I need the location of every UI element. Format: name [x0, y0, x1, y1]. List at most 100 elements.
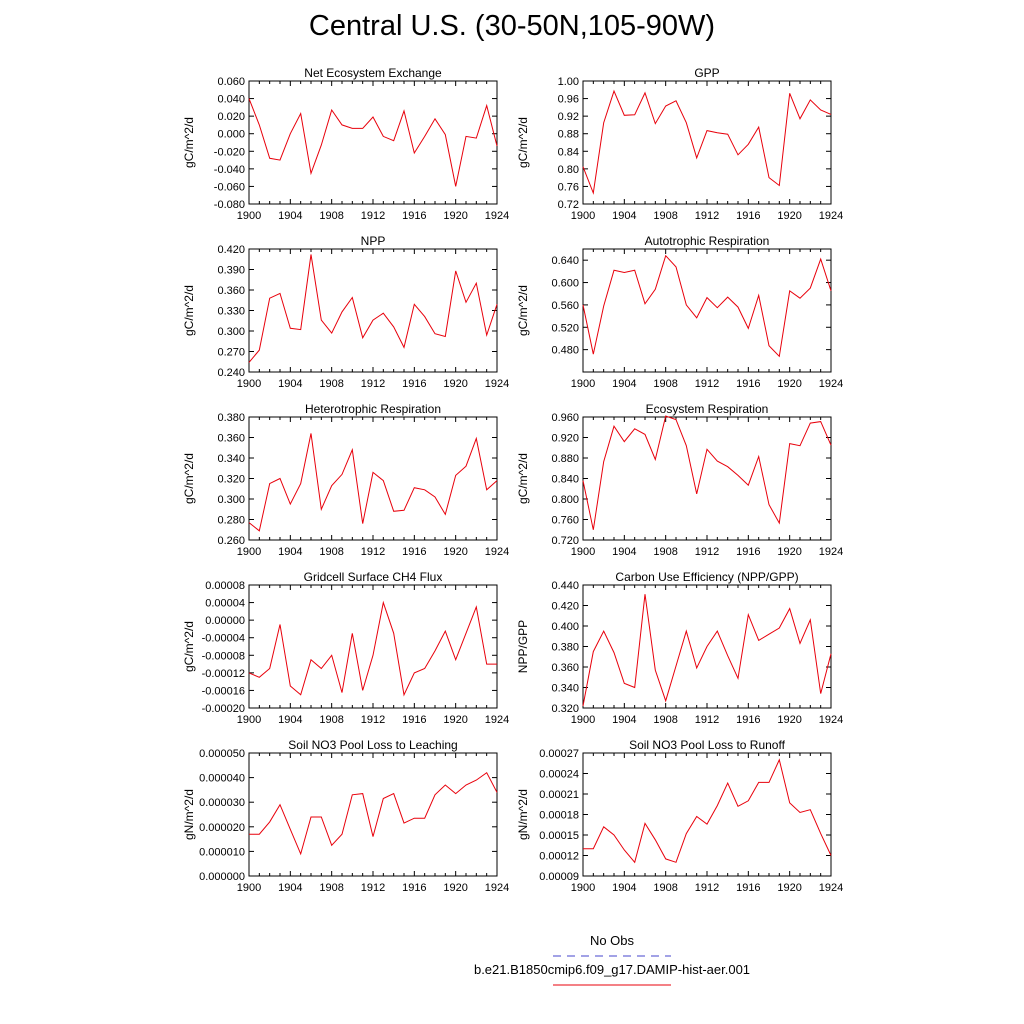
y-axis-label: gC/m^2/d — [182, 453, 196, 504]
y-tick-label: 0.260 — [217, 535, 245, 547]
panel-title: Heterotrophic Respiration — [305, 402, 441, 416]
y-tick-label: 0.320 — [217, 474, 245, 486]
y-tick-label: 0.00004 — [205, 598, 245, 610]
x-tick-label: 1904 — [612, 210, 636, 222]
chart-panel: NPP gC/m^2/d 1900 1904 1908 1912 1916 1920 1924 0… — [182, 234, 509, 390]
y-tick-label: 0.440 — [551, 580, 579, 592]
y-tick-label: -0.060 — [214, 181, 245, 193]
y-tick-label: -0.020 — [214, 146, 245, 158]
y-axis-label: gC/m^2/d — [182, 621, 196, 672]
y-tick-label: 0.000000 — [199, 871, 245, 883]
x-tick-label: 1904 — [278, 378, 302, 390]
y-tick-label: 0.000030 — [199, 797, 245, 809]
panel-title: Autotrophic Respiration — [645, 234, 770, 248]
y-tick-label: 0.420 — [217, 244, 245, 256]
y-tick-label: 0.76 — [558, 181, 579, 193]
y-tick-label: 0.060 — [217, 76, 245, 88]
y-tick-label: -0.080 — [214, 199, 245, 211]
chart-panel: Soil NO3 Pool Loss to Runoff gN/m^2/d 1900… — [516, 738, 843, 894]
x-tick-label: 1912 — [695, 546, 719, 558]
y-tick-label: -0.00008 — [202, 650, 245, 662]
y-tick-label: 0.92 — [558, 111, 579, 123]
y-axis-label: gC/m^2/d — [516, 453, 530, 504]
panel-title: Ecosystem Respiration — [646, 402, 769, 416]
x-tick-label: 1904 — [278, 210, 302, 222]
y-tick-label: 0.00027 — [539, 748, 579, 760]
y-tick-label: 0.340 — [217, 453, 245, 465]
y-axis-label: gC/m^2/d — [516, 117, 530, 168]
x-tick-label: 1920 — [443, 882, 467, 894]
x-tick-label: 1912 — [361, 882, 385, 894]
series-line — [248, 98, 498, 187]
y-tick-label: 0.300 — [217, 326, 245, 338]
x-tick-label: 1912 — [695, 882, 719, 894]
x-tick-label: 1916 — [736, 546, 760, 558]
x-tick-label: 1900 — [237, 210, 261, 222]
y-tick-label: -0.00016 — [202, 685, 245, 697]
series-line — [249, 771, 498, 856]
x-tick-label: 1920 — [777, 378, 801, 390]
x-tick-label: 1916 — [736, 882, 760, 894]
y-tick-label: 0.000050 — [199, 748, 245, 760]
x-tick-label: 1920 — [443, 714, 467, 726]
panel-title: Carbon Use Efficiency (NPP/GPP) — [615, 570, 798, 584]
y-tick-label: 0.640 — [551, 255, 579, 267]
x-tick-label: 1908 — [319, 210, 343, 222]
y-tick-label: 0.80 — [558, 164, 579, 176]
y-tick-label: 0.00021 — [539, 789, 579, 801]
figure-title: Central U.S. (30-50N,105-90W) — [308, 10, 716, 42]
panel-title: Net Ecosystem Exchange — [304, 66, 442, 80]
y-axis-label: gC/m^2/d — [182, 285, 196, 336]
x-tick-label: 1900 — [571, 210, 595, 222]
x-tick-label: 1924 — [819, 882, 843, 894]
legend-obs-label: No Obs — [590, 933, 635, 948]
y-axis-label: gC/m^2/d — [182, 117, 196, 168]
x-tick-label: 1900 — [571, 882, 595, 894]
x-tick-label: 1916 — [736, 714, 760, 726]
y-tick-label: 0.330 — [217, 306, 245, 318]
x-tick-label: 1900 — [237, 882, 261, 894]
y-tick-label: 0.84 — [558, 146, 579, 158]
y-tick-label: 0.300 — [217, 494, 245, 506]
x-tick-label: 1912 — [361, 378, 385, 390]
x-tick-label: 1900 — [571, 546, 595, 558]
y-tick-label: 1.00 — [558, 76, 579, 88]
panel-title: Soil NO3 Pool Loss to Leaching — [288, 738, 457, 752]
y-tick-label: 0.800 — [551, 494, 579, 506]
y-tick-label: 0.00015 — [539, 830, 579, 842]
x-tick-label: 1900 — [571, 714, 595, 726]
x-tick-label: 1904 — [612, 378, 636, 390]
y-tick-label: 0.00000 — [205, 615, 245, 627]
x-tick-label: 1904 — [278, 714, 302, 726]
x-tick-label: 1900 — [237, 714, 261, 726]
y-tick-label: 0.270 — [217, 347, 245, 359]
x-tick-label: 1916 — [402, 210, 426, 222]
chart-panel: Ecosystem Respiration gC/m^2/d 1900 1904 190… — [516, 402, 843, 558]
x-tick-label: 1912 — [361, 546, 385, 558]
panel-title: NPP — [361, 234, 386, 248]
y-tick-label: 0.600 — [551, 278, 579, 290]
y-tick-label: 0.00024 — [539, 769, 579, 781]
chart-panel: Net Ecosystem Exchange gC/m^2/d 1900 1904 19… — [182, 66, 509, 222]
y-tick-label: 0.390 — [217, 265, 245, 277]
y-tick-label: 0.00009 — [539, 871, 579, 883]
x-tick-label: 1924 — [819, 378, 843, 390]
x-tick-label: 1924 — [819, 714, 843, 726]
x-tick-label: 1904 — [612, 546, 636, 558]
series-line — [583, 758, 832, 864]
x-tick-label: 1924 — [819, 546, 843, 558]
y-axis-label: NPP/GPP — [516, 620, 530, 673]
series-line — [248, 254, 498, 363]
x-tick-label: 1920 — [777, 210, 801, 222]
x-tick-label: 1912 — [695, 210, 719, 222]
series-line — [582, 254, 832, 358]
y-tick-label: 0.920 — [551, 433, 579, 445]
y-tick-label: 0.320 — [551, 703, 579, 715]
x-tick-label: 1904 — [612, 882, 636, 894]
panel-title: Soil NO3 Pool Loss to Runoff — [629, 738, 786, 752]
series-line — [582, 594, 832, 707]
x-tick-label: 1916 — [402, 882, 426, 894]
x-tick-label: 1908 — [653, 210, 677, 222]
